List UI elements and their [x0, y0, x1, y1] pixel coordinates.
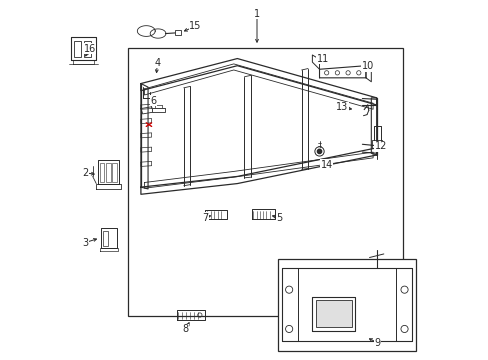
- Text: 8: 8: [182, 324, 188, 334]
- Text: 11: 11: [316, 54, 328, 64]
- Bar: [175, 30, 181, 35]
- Text: 13: 13: [335, 103, 347, 112]
- Text: 16: 16: [83, 44, 96, 54]
- Bar: [100, 163, 104, 182]
- Text: 2: 2: [82, 168, 88, 178]
- Bar: [83, 41, 91, 58]
- Bar: [112, 163, 116, 182]
- Text: 10: 10: [361, 62, 373, 71]
- Bar: [106, 163, 110, 182]
- Text: 3: 3: [82, 238, 88, 248]
- Text: 9: 9: [373, 338, 380, 347]
- Bar: [151, 108, 165, 112]
- Bar: [102, 231, 108, 246]
- Text: 15: 15: [189, 21, 201, 31]
- Bar: [74, 41, 81, 58]
- Text: 7: 7: [202, 212, 208, 222]
- Text: 5: 5: [276, 212, 282, 222]
- Text: 4: 4: [154, 58, 160, 68]
- Bar: [128, 48, 403, 316]
- Circle shape: [317, 149, 321, 154]
- Text: 14: 14: [320, 159, 332, 170]
- Bar: [278, 258, 415, 351]
- Bar: [315, 300, 351, 327]
- Text: 12: 12: [374, 141, 386, 151]
- Text: 1: 1: [253, 9, 260, 19]
- Text: 6: 6: [150, 96, 156, 106]
